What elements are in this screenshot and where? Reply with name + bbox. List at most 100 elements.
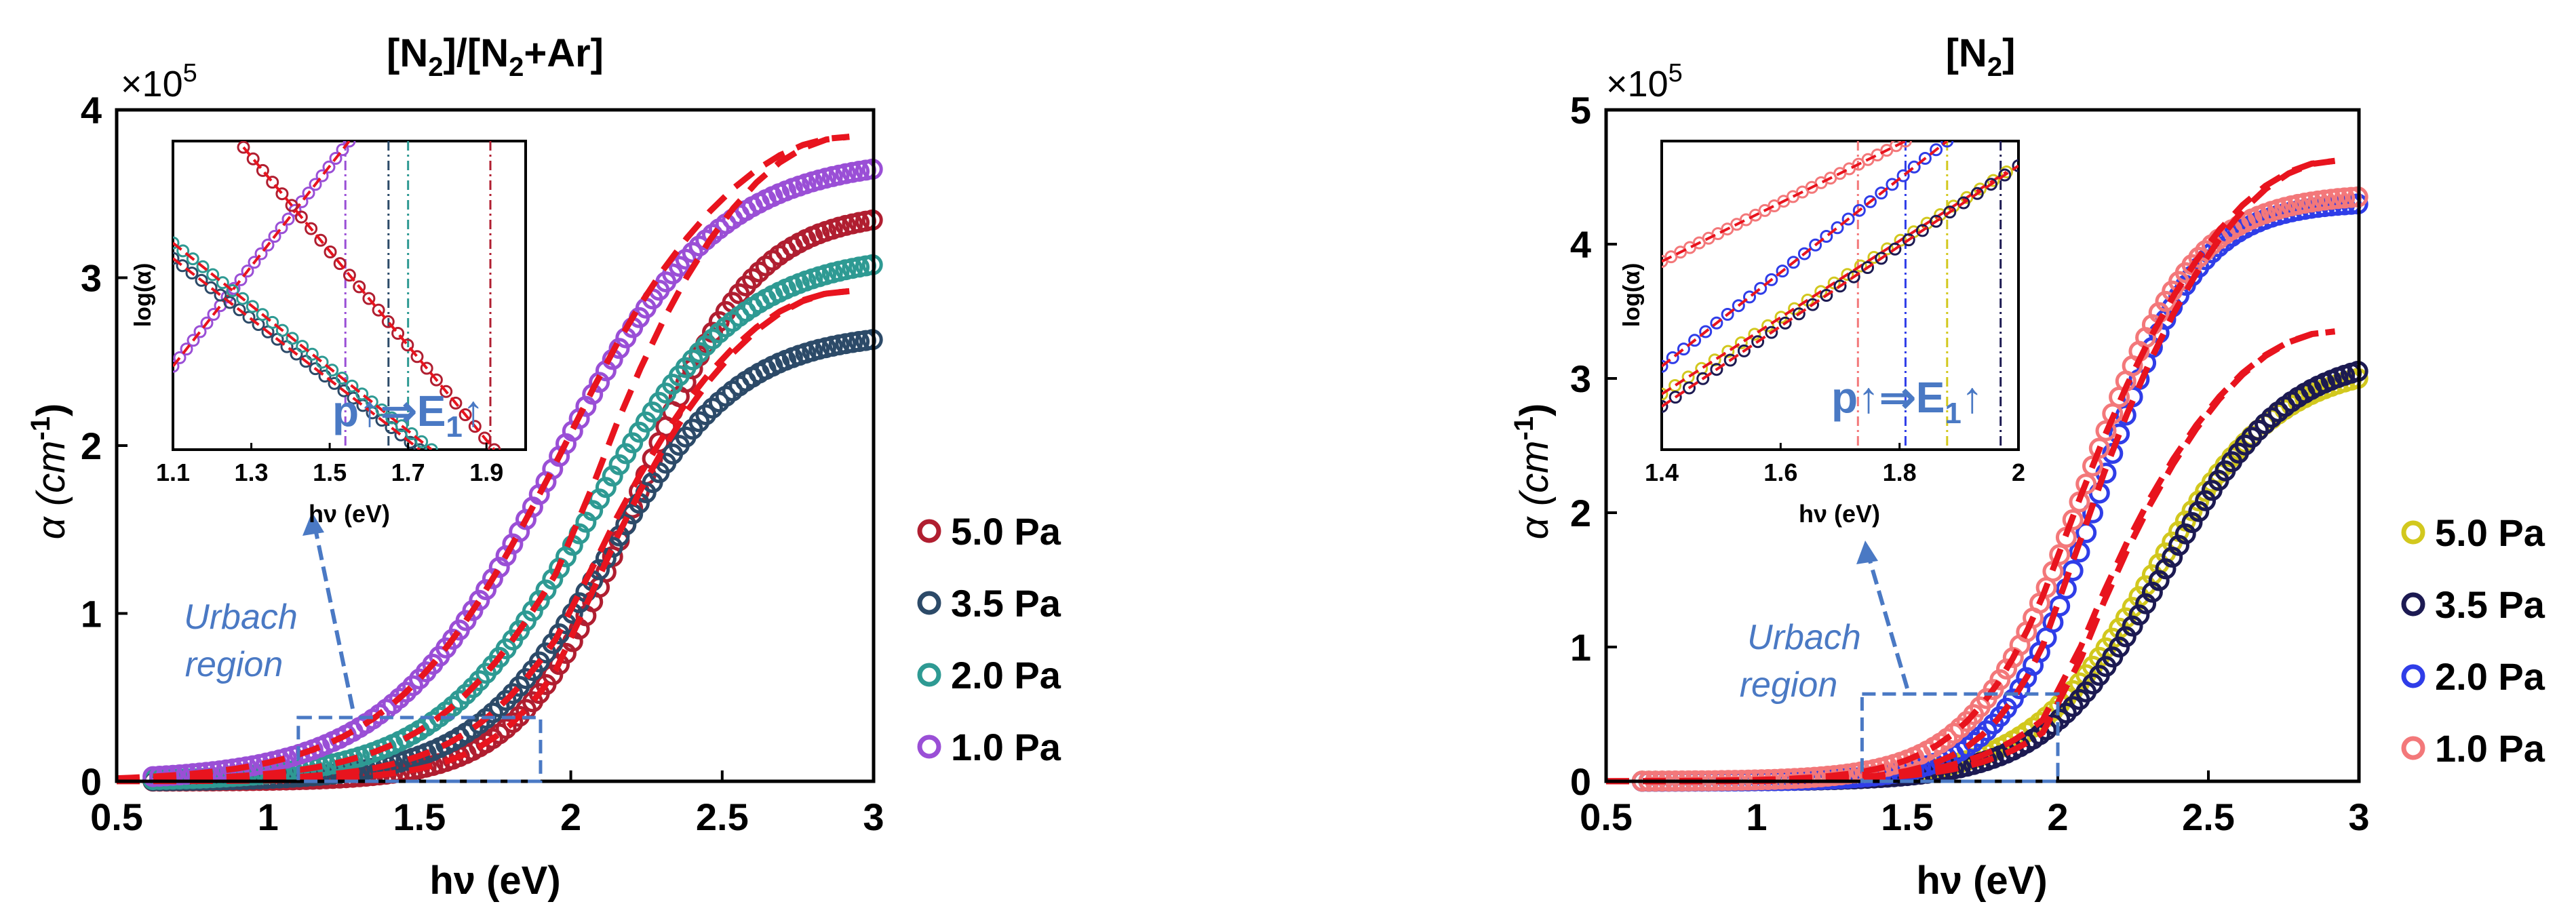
data-point xyxy=(2115,626,2136,648)
legend-marker xyxy=(917,519,941,543)
inset-data-point xyxy=(1852,203,1866,217)
inset-data-point xyxy=(336,143,349,157)
data-point xyxy=(615,514,637,536)
inset-data-point xyxy=(1662,359,1668,373)
y-tick-label: 2 xyxy=(1570,492,1591,534)
data-point xyxy=(2109,423,2130,445)
left-y-multiplier: ×105 xyxy=(121,59,197,104)
inset-data-point xyxy=(173,351,187,364)
x-tick-label: 0.5 xyxy=(1580,796,1633,838)
inset-data-point xyxy=(305,347,319,361)
inset-data-point xyxy=(309,178,322,191)
right-inset-x-tick-labels: 1.4 1.6 1.8 2 xyxy=(1645,443,2025,486)
data-point xyxy=(2049,544,2071,566)
inset-data-point xyxy=(1751,335,1765,349)
inset-data-point xyxy=(468,420,482,433)
inset-data-point xyxy=(2012,159,2018,172)
svg-text:log(α): log(α) xyxy=(130,263,156,328)
legend-label: 3.5 Pa xyxy=(2435,583,2545,626)
inset-data-point xyxy=(1841,212,1855,226)
inset-data-point xyxy=(355,387,369,401)
left-inset: 1.1 1.3 1.5 1.7 1.9 log(α) hν (eV) p↑⇒E1↑ xyxy=(130,140,527,528)
inset-data-point xyxy=(440,385,453,398)
inset-data-point xyxy=(275,187,289,201)
right-legend: 5.0 Pa 3.5 Pa 2.0 Pa 1.0 Pa xyxy=(2401,511,2545,770)
x-tick-label: 1.5 xyxy=(1881,796,1934,838)
inset-fit-line xyxy=(173,141,351,368)
inset-data-point xyxy=(241,264,254,278)
inset-data-point xyxy=(1668,391,1682,404)
inset-data-point xyxy=(1847,270,1860,283)
x-tick-label: 1 xyxy=(1746,796,1767,838)
inset-data-point xyxy=(324,246,337,258)
inset-x-tick-label: 1.7 xyxy=(391,458,425,486)
right-urbach-arrow xyxy=(1867,555,1909,689)
inset-data-point xyxy=(1902,233,1915,247)
data-point xyxy=(2334,187,2356,209)
inset-data-point xyxy=(1748,328,1761,341)
left-inset-x-tick-labels: 1.1 1.3 1.5 1.7 1.9 xyxy=(156,443,503,486)
inset-x-tick-label: 1.1 xyxy=(156,458,190,486)
inset-fit-line xyxy=(1662,170,2008,395)
inset-data-point xyxy=(415,435,429,448)
inset-data-point xyxy=(185,267,199,280)
right-x-tick-labels: 0.5 1 1.5 2 2.5 3 xyxy=(1580,770,2370,838)
inset-data-point xyxy=(1875,187,1888,200)
inset-data-point xyxy=(193,325,207,338)
inset-data-point xyxy=(173,252,180,265)
legend-label: 2.0 Pa xyxy=(951,654,1061,697)
inset-data-point xyxy=(1737,344,1751,357)
inset-data-point xyxy=(425,443,438,450)
inset-data-point xyxy=(326,364,339,377)
svg-text:α (cm-1): α (cm-1) xyxy=(26,404,73,540)
left-inset-annotation: p↑⇒E1↑ xyxy=(332,387,484,444)
inset-data-point xyxy=(395,419,408,433)
left-xlabel: hν (eV) xyxy=(429,859,560,903)
inset-data-point xyxy=(413,443,427,450)
y-tick-label: 0 xyxy=(81,760,102,803)
left-inset-series xyxy=(173,141,501,450)
x-tick-label: 0.5 xyxy=(90,796,143,838)
inset-data-point xyxy=(1896,169,1910,182)
inset-data-point xyxy=(1778,316,1792,330)
y-tick-label: 0 xyxy=(1570,760,1591,803)
inset-data-point xyxy=(1734,336,1748,349)
right-inset-ylabel: log(α) xyxy=(1619,263,1645,328)
legend-marker xyxy=(917,591,941,615)
inset-data-point xyxy=(333,257,347,271)
inset-data-point xyxy=(1710,316,1723,330)
data-point xyxy=(615,443,637,465)
inset-data-point xyxy=(281,212,295,226)
y-tick-label: 5 xyxy=(1570,89,1591,132)
inset-fit-line xyxy=(173,257,421,450)
data-point xyxy=(2255,413,2276,435)
inset-data-point xyxy=(1765,273,1778,286)
data-point xyxy=(2075,473,2097,495)
inset-data-point xyxy=(391,327,405,340)
inset-data-point xyxy=(375,403,389,416)
left-fit-line-1 xyxy=(116,288,850,785)
right-chart-title: [N2] xyxy=(1946,31,2016,82)
inset-data-point xyxy=(275,324,289,337)
right-urbach-label-2: region xyxy=(1740,665,1838,705)
inset-data-point xyxy=(385,411,399,425)
right-y-multiplier: ×105 xyxy=(1606,59,1683,104)
inset-data-point xyxy=(1787,256,1800,269)
inset-data-point xyxy=(1754,281,1768,295)
inset-data-point xyxy=(207,308,220,321)
inset-data-point xyxy=(223,296,237,309)
inset-data-point xyxy=(254,247,268,260)
inset-data-point xyxy=(1861,261,1874,274)
inset-data-point xyxy=(1710,363,1723,376)
inset-data-point xyxy=(1806,298,1819,311)
inset-data-point xyxy=(1776,264,1789,278)
inset-data-point xyxy=(381,315,395,328)
left-urbach-label: Urbach xyxy=(184,597,298,637)
inset-data-point xyxy=(1998,168,2012,182)
y-tick-label: 4 xyxy=(1570,223,1591,266)
inset-data-point xyxy=(266,176,279,189)
data-point xyxy=(602,465,623,487)
inset-data-point xyxy=(372,303,385,317)
inset-data-point xyxy=(478,431,492,445)
